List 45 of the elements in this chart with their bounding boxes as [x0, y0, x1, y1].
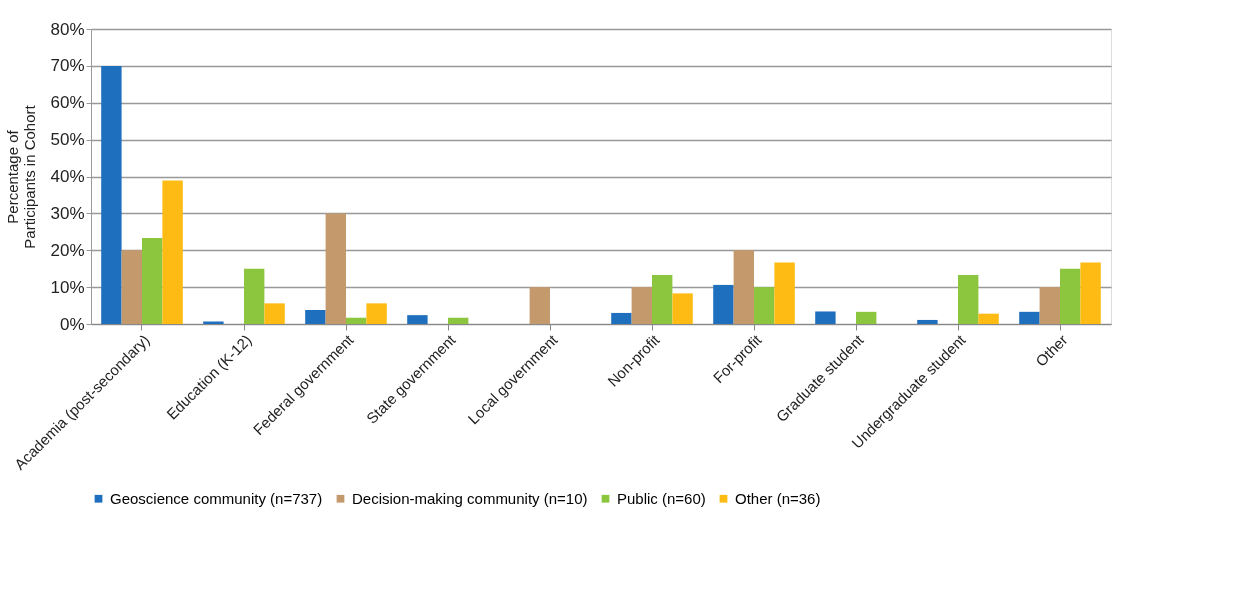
bar — [754, 287, 775, 324]
bar — [121, 250, 142, 324]
bar — [774, 262, 795, 324]
y-tick-label: 10% — [50, 277, 85, 297]
bar — [815, 311, 836, 324]
bar — [917, 319, 938, 324]
y-tick-label: 50% — [50, 130, 85, 150]
bar — [407, 315, 428, 324]
legend-label: Geoscience community (n=737) — [110, 489, 323, 507]
y-tick-label: 20% — [50, 240, 85, 260]
y-tick-label: 40% — [50, 167, 85, 186]
bar — [142, 238, 163, 324]
bar — [101, 65, 122, 324]
bar — [305, 309, 326, 324]
bar — [631, 287, 652, 324]
y-tick-label: 70% — [50, 56, 85, 76]
bar — [448, 317, 469, 324]
legend-label: Other (n=36) — [735, 489, 821, 507]
bar — [1080, 262, 1101, 324]
y-tick-label: 30% — [50, 203, 85, 223]
bar — [733, 250, 754, 324]
bar — [325, 213, 346, 324]
y-tick-label: 80% — [50, 19, 85, 39]
bar — [652, 274, 673, 324]
bar — [244, 268, 265, 324]
bar — [1039, 287, 1060, 324]
bar — [672, 293, 693, 324]
bar — [1060, 268, 1081, 324]
bar — [203, 321, 224, 324]
y-axis-title: Percentage of Participants in Cohort — [4, 104, 39, 249]
bar — [856, 311, 877, 324]
bar — [529, 287, 550, 324]
bar — [264, 303, 285, 324]
bar — [1019, 311, 1040, 324]
bar — [958, 274, 979, 324]
legend-label: Public (n=60) — [617, 489, 706, 507]
legend-label: Decision-making community (n=10) — [352, 489, 588, 507]
bar — [366, 303, 387, 324]
bar — [978, 313, 999, 324]
y-tick-label: 60% — [50, 93, 85, 113]
bar — [713, 284, 734, 324]
y-tick-label: 0% — [59, 314, 85, 334]
bar — [346, 317, 367, 324]
bar — [611, 312, 632, 324]
bar — [162, 180, 183, 324]
